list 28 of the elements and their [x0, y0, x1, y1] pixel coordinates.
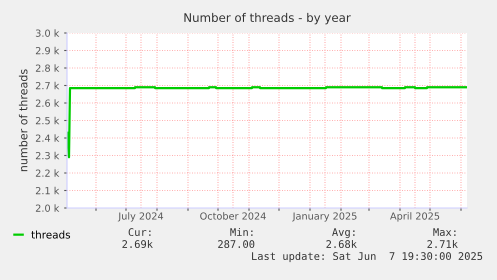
y-tick-label: 2.5 k: [36, 116, 60, 124]
y-axis-title: number of threads: [18, 69, 28, 172]
x-tick-label: April 2025: [390, 212, 440, 222]
y-tick-label: 2.8 k: [36, 64, 60, 72]
text: 2.71k: [427, 240, 458, 248]
y-tick-label: 2.0 k: [36, 204, 60, 212]
text: Avg:: [332, 228, 354, 238]
text: Min:: [230, 228, 252, 236]
y-tick-label: 2.1 k: [36, 186, 60, 194]
x-tick-label: October 2024: [200, 212, 266, 220]
y-tick-label: 2.7 k: [36, 82, 60, 90]
text: 287.00: [218, 240, 254, 248]
text: Last update: Sat Jun 7 19:30:00 2025: [252, 252, 482, 262]
text: 2.68k: [326, 240, 357, 248]
y-tick-label: 2.4 k: [36, 134, 60, 142]
text: Cur:: [128, 228, 150, 236]
line-series: [67, 86, 467, 158]
legend-label: threads: [31, 230, 70, 239]
y-tick-label: 3.0 k: [36, 29, 60, 37]
y-tick-label: 2.9 k: [36, 46, 60, 54]
y-tick-label: 2.3 k: [36, 152, 60, 160]
text: Max:: [433, 228, 456, 236]
x-tick-label: July 2024: [118, 212, 164, 222]
chart-title: Number of threads - by year: [184, 12, 351, 24]
y-tick-label: 2.2 k: [36, 169, 60, 177]
text: 2.69k: [122, 240, 153, 248]
y-tick-label: 2.6 k: [36, 99, 60, 107]
x-tick-label: January 2025: [292, 212, 356, 222]
